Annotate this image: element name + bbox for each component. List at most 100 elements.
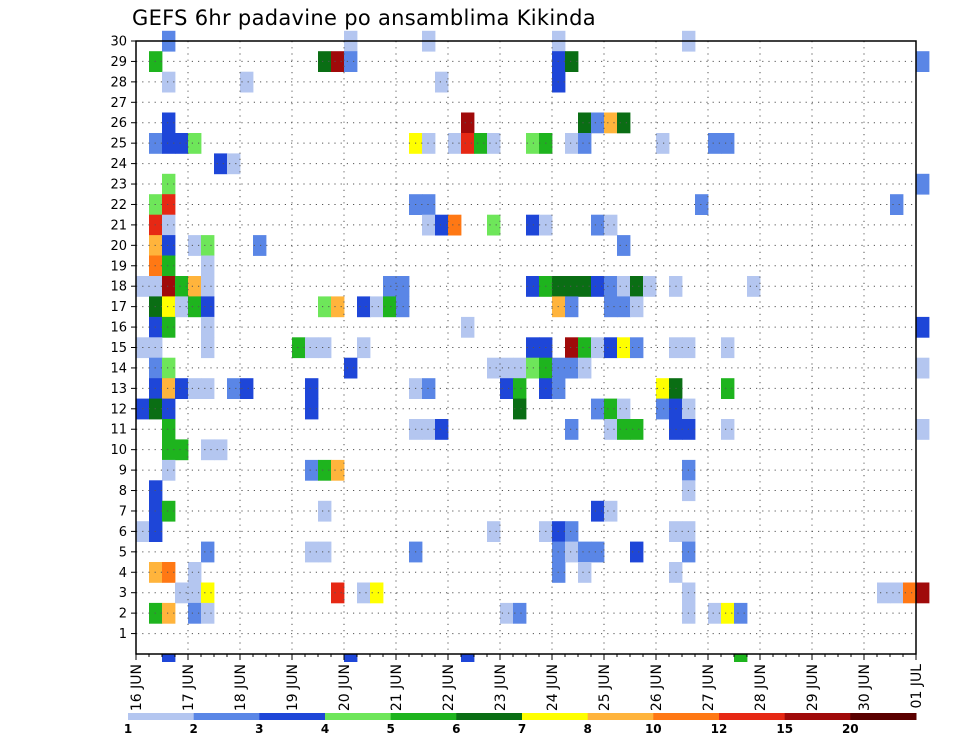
colorbar-label: 2 — [190, 722, 198, 736]
heatmap-cell — [617, 296, 631, 318]
y-tick-label: 22 — [110, 198, 127, 213]
heatmap-cell — [383, 276, 397, 297]
y-tick-label: 18 — [110, 280, 127, 295]
heatmap-cell — [344, 51, 358, 72]
heatmap-cell — [214, 153, 228, 175]
x-tick-label: 27 JUN — [701, 664, 717, 711]
y-tick-label: 1 — [119, 627, 127, 642]
heatmap-cell — [188, 562, 202, 583]
heatmap-cell — [617, 112, 631, 134]
x-tick-label: 16 JUN — [129, 664, 145, 711]
heatmap-cell — [734, 654, 748, 662]
heatmap-cell — [916, 51, 930, 72]
colorbar-label: 6 — [452, 722, 460, 736]
heatmap-cell — [578, 357, 592, 379]
y-tick-label: 2 — [119, 607, 127, 622]
y-tick-label: 25 — [110, 137, 127, 152]
heatmap-cell — [604, 337, 618, 359]
heatmap-cell — [162, 378, 176, 399]
heatmap-cell — [292, 337, 306, 359]
heatmap-cell — [162, 654, 176, 662]
heatmap-cell — [162, 112, 176, 134]
heatmap-cell — [630, 541, 644, 563]
y-tick-label: 21 — [110, 218, 127, 233]
colorbar-label: 4 — [321, 722, 329, 736]
heatmap-cell — [890, 194, 904, 215]
heatmap-cell — [461, 654, 475, 662]
y-tick-label: 11 — [110, 423, 127, 438]
heatmap-cell — [162, 562, 176, 583]
heatmap-cell — [435, 71, 449, 93]
heatmap-cell — [201, 439, 215, 461]
heatmap-cell — [526, 133, 540, 154]
heatmap-cell — [656, 378, 670, 399]
heatmap-cell — [916, 173, 930, 195]
heatmap-cell — [747, 276, 761, 297]
heatmap-cell — [461, 112, 475, 134]
y-tick-label: 26 — [110, 116, 127, 131]
heatmap-cell — [162, 71, 176, 93]
heatmap-cell — [318, 500, 332, 522]
x-axis: 16 JUN 17 JUN 18 JUN 19 JUN 20 JUN 21 JUN 22 J… — [129, 654, 925, 711]
y-tick-label: 7 — [119, 504, 127, 519]
heatmap-cell — [578, 562, 592, 583]
heatmap-cell — [344, 357, 358, 379]
heatmap-cell — [487, 133, 501, 154]
x-tick-label: 20 JUN — [337, 664, 353, 711]
heatmap-cell — [487, 521, 501, 542]
y-tick-label: 23 — [110, 178, 127, 193]
heatmap-cell — [565, 337, 579, 359]
colorbar-segment — [719, 713, 786, 720]
colorbar-label: 15 — [776, 722, 793, 736]
heatmap-cell — [695, 194, 709, 215]
y-tick-label: 10 — [110, 443, 127, 458]
colorbar-label: 8 — [584, 722, 592, 736]
y-tick-label: 6 — [119, 525, 127, 540]
heatmap-cell — [708, 602, 722, 624]
y-tick-label: 29 — [110, 55, 127, 70]
heatmap-cell — [877, 582, 891, 604]
heatmap-cell — [162, 133, 176, 154]
heatmap-cell — [604, 214, 618, 236]
heatmap-cell — [604, 419, 618, 440]
heatmap-cell — [578, 337, 592, 359]
x-tick-label: 18 JUN — [233, 664, 249, 711]
heatmap-cell — [435, 214, 449, 236]
heatmap-cell — [162, 173, 176, 195]
heatmap-cell — [578, 112, 592, 134]
heatmap-cell — [162, 194, 176, 215]
heatmap-cell — [604, 296, 618, 318]
heatmap-cell — [188, 296, 202, 318]
heatmap-cell — [604, 276, 618, 297]
heatmap-cell — [435, 419, 449, 440]
heatmap-cell — [916, 357, 930, 379]
x-tick-label: 24 JUN — [545, 664, 561, 711]
y-tick-label: 13 — [110, 382, 127, 397]
heatmap-cell — [214, 439, 228, 461]
heatmap-cell — [916, 419, 930, 440]
heatmap-cell — [370, 296, 384, 318]
cells-layer — [136, 30, 930, 662]
heatmap-cell — [513, 398, 527, 420]
y-tick-label: 17 — [110, 300, 127, 315]
heatmap-cell — [591, 214, 605, 236]
heatmap-cell — [370, 582, 384, 604]
colorbar-label: 3 — [255, 722, 263, 736]
heatmap-cell — [318, 296, 332, 318]
heatmap-cell — [500, 602, 514, 624]
heatmap-cell — [162, 255, 176, 277]
heatmap-cell — [526, 337, 540, 359]
heatmap-cell — [617, 337, 631, 359]
heatmap-cell — [201, 276, 215, 297]
y-tick-label: 20 — [110, 239, 127, 254]
heatmap-cell — [162, 398, 176, 420]
heatmap-cell — [253, 235, 267, 256]
heatmap-cell — [201, 255, 215, 277]
heatmap-cell — [201, 378, 215, 399]
y-tick-label: 9 — [119, 464, 127, 479]
heatmap-cell — [526, 276, 540, 297]
heatmap-cell — [565, 357, 579, 379]
colorbar-label: 7 — [518, 722, 526, 736]
colorbar-label: 12 — [711, 722, 728, 736]
